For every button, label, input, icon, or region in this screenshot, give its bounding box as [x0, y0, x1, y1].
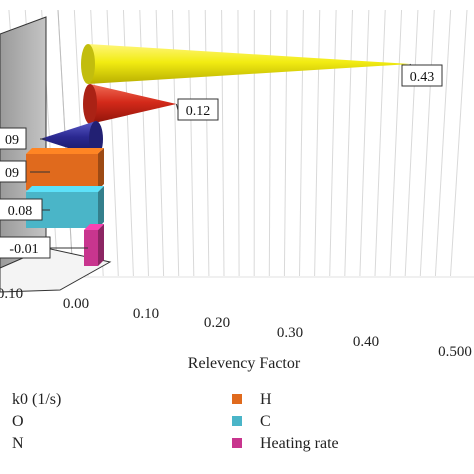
x-tick-label: 0.40	[353, 334, 379, 350]
box-top	[84, 224, 104, 230]
data-label: 0.08	[8, 204, 33, 219]
x-tick-label: 0.00	[63, 296, 89, 312]
grid-line	[434, 9, 452, 277]
legend-item: N	[12, 435, 24, 452]
legend-item: H	[232, 391, 272, 408]
legend-label: O	[12, 413, 24, 430]
grid-line	[450, 9, 468, 277]
box-top	[26, 148, 104, 154]
grid-line	[204, 9, 210, 277]
bar-h	[26, 148, 104, 190]
bar-o	[83, 84, 177, 124]
x-axis-label: Relevency Factor	[188, 355, 301, 372]
legend-label: Heating rate	[260, 435, 339, 452]
data-label-box	[0, 236, 51, 259]
grid-line	[283, 9, 288, 277]
box-side	[98, 186, 104, 228]
grid-line	[188, 9, 195, 277]
data-label-box	[177, 98, 219, 121]
legend-swatch	[232, 438, 242, 448]
legend-item: k0 (1/s)	[12, 391, 61, 408]
grid-line	[237, 9, 240, 277]
grid-line	[404, 9, 419, 277]
box-front	[84, 230, 98, 266]
data-label: 09	[5, 166, 19, 181]
cone-body	[88, 44, 411, 84]
data-labels-layer: 0.43 0.12 09 09 0.08 -0.01	[0, 63, 443, 259]
legend-label: N	[12, 435, 24, 452]
bar-k0-1-s-	[81, 44, 411, 84]
legend: k0 (1/s) ON HC Heating rate	[12, 391, 339, 452]
cone-body	[90, 84, 177, 124]
bars-layer	[26, 44, 411, 266]
cone-base	[83, 84, 97, 124]
cone-base	[81, 44, 95, 84]
x-axis-ticks: 0.10 0.00 0.10 0.20 0.30 0.40 0.500	[0, 286, 472, 360]
x-tick-label: 0.10	[0, 286, 23, 302]
grid-line	[314, 9, 321, 277]
data-label: 0.43	[410, 70, 435, 85]
box-side	[98, 148, 104, 190]
data-label-box	[0, 127, 27, 150]
x-tick-label: 0.10	[133, 306, 159, 322]
grid-line	[374, 9, 386, 277]
grid-line	[359, 9, 370, 277]
grid-line	[221, 9, 225, 277]
x-tick-label: 0.30	[277, 325, 303, 341]
grid-line	[389, 9, 403, 277]
x-tick-label: 0.500	[438, 344, 472, 360]
data-label: 09	[5, 133, 19, 148]
grid-line	[299, 9, 304, 277]
legend-item: Heating rate	[232, 435, 339, 452]
legend-label: H	[260, 391, 272, 408]
box-top	[26, 186, 104, 192]
data-label-box	[401, 64, 443, 87]
legend-label: k0 (1/s)	[12, 391, 61, 408]
data-label-box	[0, 198, 43, 221]
legend-swatch	[232, 394, 242, 404]
data-label-box	[0, 160, 27, 183]
box-side	[98, 224, 104, 266]
data-label: -0.01	[9, 242, 38, 257]
data-label: 0.12	[186, 104, 211, 119]
legend-swatch	[232, 416, 242, 426]
grid-line	[268, 9, 272, 277]
x-tick-label: 0.20	[204, 315, 230, 331]
grid-line	[329, 9, 337, 277]
grid-line	[419, 9, 435, 277]
grid-line	[344, 9, 353, 277]
legend-label: C	[260, 413, 271, 430]
legend-item: C	[232, 413, 271, 430]
legend-item: O	[12, 413, 24, 430]
bar-heating-rate	[84, 224, 104, 266]
